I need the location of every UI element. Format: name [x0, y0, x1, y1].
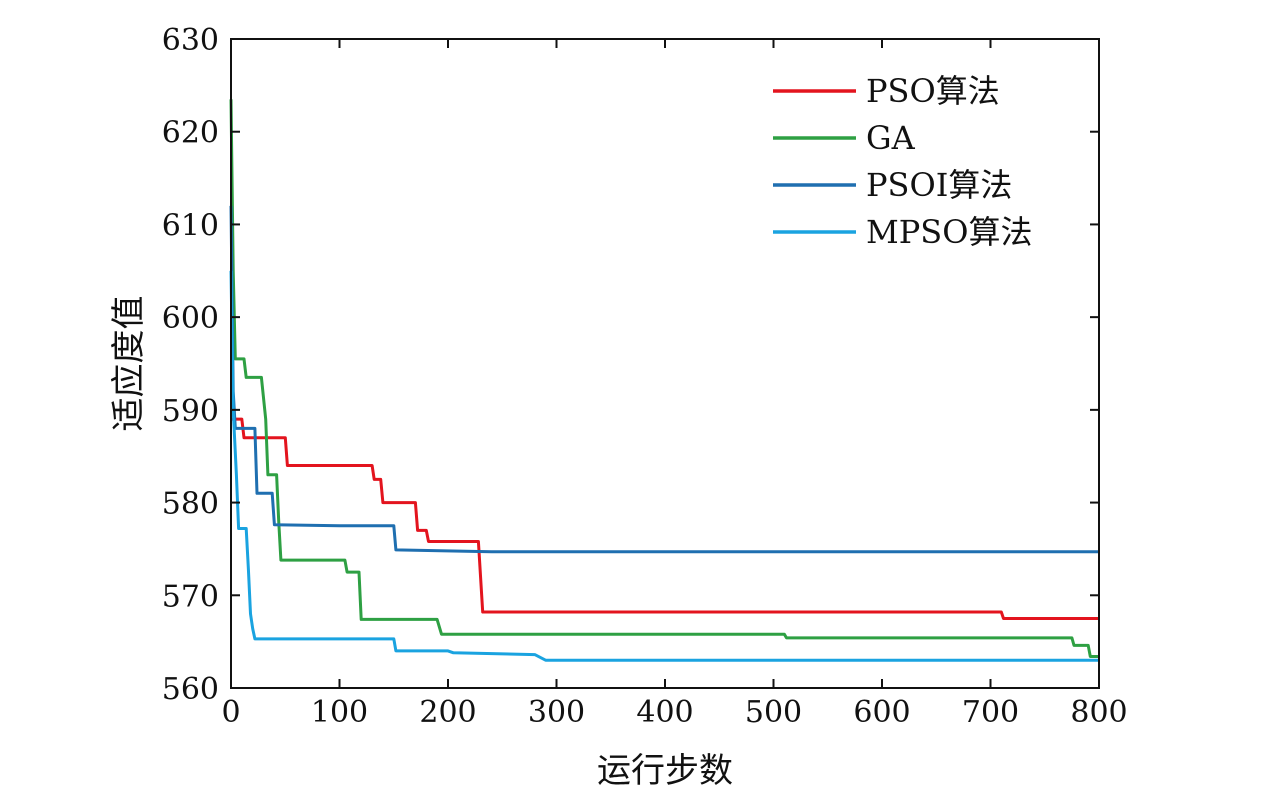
y-tick-label: 630 [162, 23, 219, 58]
legend-label: GA [866, 119, 916, 157]
y-tick-label: 600 [162, 301, 219, 336]
x-tick-label: 0 [221, 695, 240, 730]
y-tick-label: 560 [162, 672, 219, 707]
x-tick-label: 600 [853, 695, 910, 730]
legend-label: PSOI算法 [866, 166, 1012, 204]
y-axis-title: 适应度值 [109, 296, 149, 432]
legend: PSO算法 GA PSOI算法 MPSO算法 [773, 72, 1032, 251]
legend-label: PSO算法 [866, 72, 1000, 110]
x-tick-label: 300 [528, 695, 585, 730]
x-tick-label: 100 [311, 695, 368, 730]
series-line-0 [231, 417, 1099, 620]
y-tick-label: 620 [162, 116, 219, 151]
y-tick-label: 580 [162, 487, 219, 522]
x-tick-label: 800 [1070, 695, 1127, 730]
y-tick-label: 570 [162, 579, 219, 614]
axis-ticks [230, 38, 1100, 689]
series-line-1 [229, 99, 1099, 658]
x-axis-title: 运行步数 [597, 751, 733, 791]
legend-label: MPSO算法 [866, 213, 1032, 251]
x-tick-label: 200 [419, 695, 476, 730]
x-tick-label: 700 [962, 695, 1019, 730]
y-tick-label: 610 [162, 208, 219, 243]
x-tick-label: 400 [636, 695, 693, 730]
axis-tick-labels: 0 100 200 300 400 500 600 700 800 560 570 580 590 600… [162, 23, 1128, 730]
x-tick-label: 500 [745, 695, 802, 730]
series-line-2 [229, 205, 1099, 554]
y-tick-label: 590 [162, 394, 219, 429]
